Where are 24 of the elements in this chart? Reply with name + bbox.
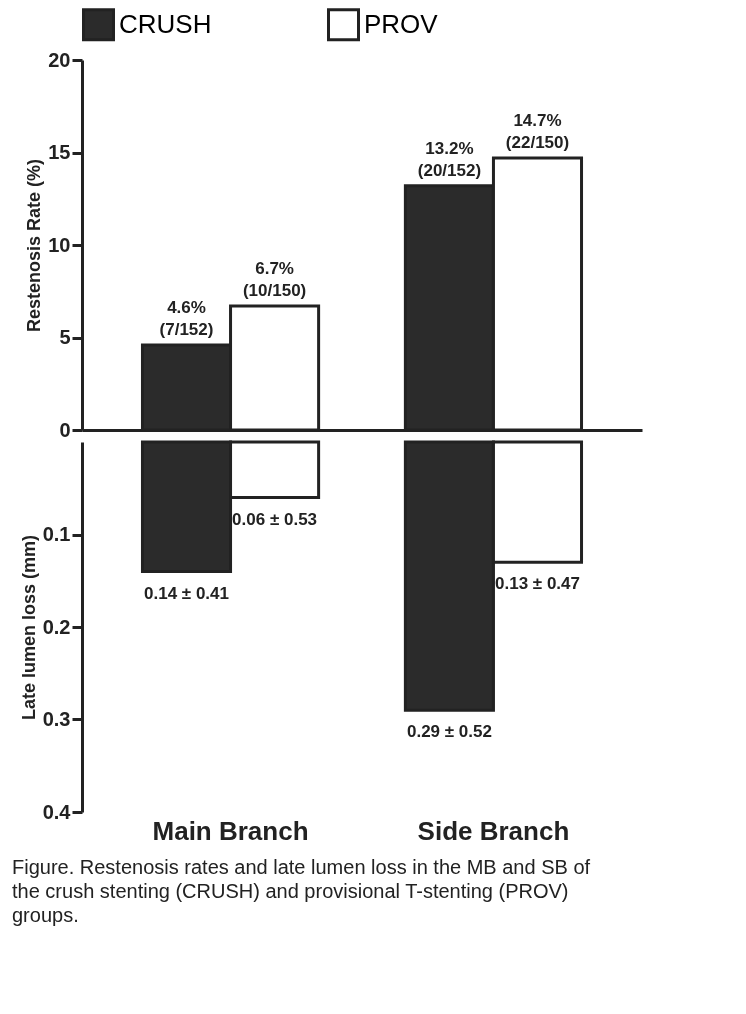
data-label: 0.29 ± 0.52 [406,722,492,742]
y-tick-label: 20 [48,48,71,71]
text: 4.6% (7/152) [159,297,214,339]
data-label: 0.06 ± 0.53 [232,509,318,529]
y-tick-label: 10 [48,233,71,256]
y-tick-label: 0.4 [42,800,72,823]
y-tick-label: 0.3 [42,708,71,730]
legend-label: PROV [364,8,439,39]
data-label: 0.14 ± 0.41 [144,583,229,603]
x-tick-label: Main Branch [152,815,309,846]
legend-label: CRUSH [119,8,212,39]
text: Figure. Restenosis rates and late lumen loss in the MB and SB of the crush stenting (CRUSH) and provisional T-stenting (PROV) groups. [12,856,591,926]
y-tick-label: 0.1 [42,523,71,545]
text: 14.7% (22/150) [505,111,570,153]
x-tick-label: Side Branch [417,815,570,846]
y-axis-title: Restenosis Rate (%) [24,158,45,333]
y-tick-label: 0.2 [42,615,71,638]
text: 13.2% (20/152) [417,138,482,180]
y-tick-label: 5 [59,326,71,348]
text: 6.7% (10/150) [242,259,307,301]
data-label: 0.13 ± 0.47 [495,574,580,594]
y-tick-label: 0 [59,418,71,441]
y-axis-title: Late lumen loss (mm) [18,534,39,721]
y-tick-label: 15 [48,141,71,163]
